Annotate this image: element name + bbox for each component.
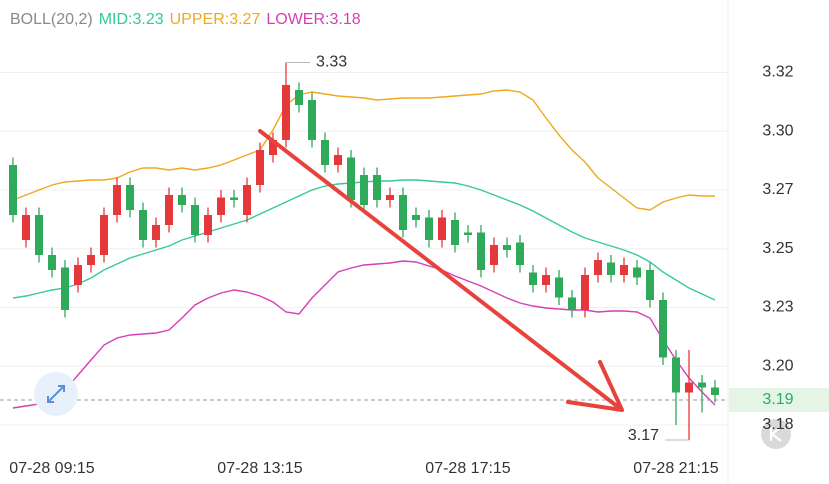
candle-body (321, 140, 329, 165)
x-tick-label: 07-28 09:15 (9, 460, 95, 477)
candle-body (295, 90, 303, 105)
candle-body (139, 210, 147, 240)
candle-body (451, 220, 459, 245)
candle-body (61, 267, 69, 310)
candle-body (35, 215, 43, 255)
candle-body (438, 217, 446, 240)
indicator-header: BOLL(20,2) MID:3.23 UPPER:3.27 LOWER:3.18 (10, 11, 361, 28)
band-line (12, 89, 715, 211)
candle-body (620, 265, 628, 275)
y-tick-label: 3.23 (762, 299, 793, 316)
candle-body (555, 277, 563, 298)
candle-body (113, 185, 121, 215)
candle-body (685, 382, 693, 393)
candle-body (633, 267, 641, 278)
candle-body (334, 155, 342, 165)
x-tick-label: 07-28 17:15 (425, 460, 511, 477)
candle-body (542, 275, 550, 285)
indicator-name: BOLL(20,2) (10, 11, 93, 28)
candle-body (126, 185, 134, 210)
candle-body (594, 260, 602, 275)
y-tick-label: 3.20 (762, 357, 793, 374)
candle-body (243, 185, 251, 215)
candle-body (165, 195, 173, 225)
candle-body (698, 382, 706, 388)
candle-body (503, 245, 511, 250)
candle-body (256, 150, 264, 185)
candle-body (490, 245, 498, 265)
trend-arrow (258, 129, 624, 412)
legend-entry: UPPER:3.27 (170, 11, 261, 28)
candle-body (464, 232, 472, 235)
kline-button[interactable] (761, 419, 791, 449)
y-tick-label: 3.30 (762, 122, 793, 139)
candle-body (9, 165, 17, 215)
y-tick-label: 3.25 (762, 240, 793, 257)
candles (9, 62, 719, 440)
candle-body (568, 297, 576, 310)
candle-body (516, 242, 524, 265)
view-toggle-icon[interactable] (34, 372, 78, 416)
candle-body (22, 215, 30, 240)
candle-body (191, 205, 199, 235)
overlay: 3.33 3.17 3.19 (0, 54, 829, 444)
candle-body (48, 255, 56, 270)
x-tick-label: 07-28 21:15 (633, 460, 719, 477)
current-price-badge (729, 388, 829, 412)
x-tick-label: 07-28 13:15 (217, 460, 303, 477)
candle-body (269, 140, 277, 155)
candle-body (386, 195, 394, 200)
candle-body (282, 85, 290, 140)
annotation-label: 3.33 (316, 54, 347, 71)
y-tick-label: 3.27 (762, 181, 793, 198)
candle-body (646, 270, 654, 300)
candle-body (607, 262, 615, 275)
candle-body (204, 215, 212, 235)
candle-body (347, 157, 355, 200)
candle-body (152, 225, 160, 240)
band-line (12, 260, 716, 409)
candle-body (217, 197, 225, 215)
candle-body (87, 255, 95, 265)
candle-body (100, 215, 108, 255)
candle-body (672, 357, 680, 393)
y-tick-label: 3.32 (762, 64, 793, 81)
candle-body (412, 215, 420, 220)
candle-body (230, 197, 238, 200)
candle-body (477, 232, 485, 270)
legend-entry: LOWER:3.18 (266, 11, 360, 28)
candle-body (74, 265, 82, 285)
candle-body (178, 195, 186, 205)
candle-body (581, 275, 589, 310)
candle-body (711, 387, 719, 395)
y-tick-label: 3.18 (762, 416, 793, 433)
candle-body (308, 100, 316, 140)
annotation-label: 3.17 (628, 427, 659, 444)
candle-body (425, 217, 433, 240)
candle-body (529, 272, 537, 285)
legend-entry: MID:3.23 (99, 11, 164, 28)
candle-body (373, 175, 381, 200)
candle-body (659, 300, 667, 358)
candle-body (399, 195, 407, 230)
candle-body (360, 175, 368, 205)
current-price-label: 3.19 (762, 391, 793, 408)
